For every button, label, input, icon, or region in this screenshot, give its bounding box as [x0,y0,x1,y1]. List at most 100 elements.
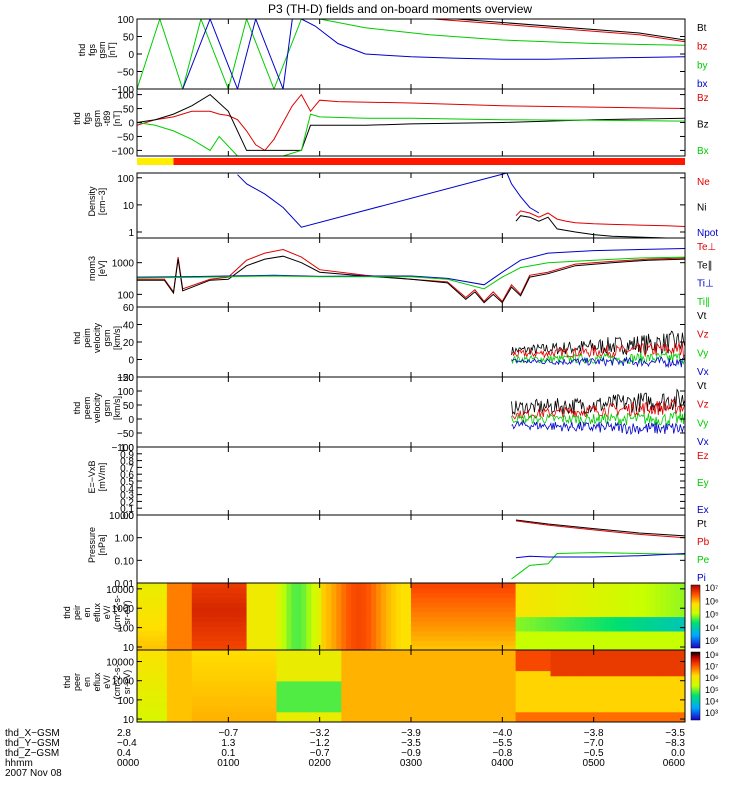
chart-title: P3 (TH-D) fields and on-board moments ov… [268,2,532,16]
time-axis-row-label: 2007 Nov 08 [5,768,62,779]
y-axis-label: thd [72,112,82,125]
series-bz [426,19,685,43]
time-axis-value: −7.0 [584,738,604,749]
time-axis-row-label: hhmm [5,758,33,769]
legend-Ey: Ey [697,478,709,489]
series-Pb [515,520,685,539]
y-axis-label: en [82,677,92,687]
y-tick-label: −100 [111,146,134,157]
y-tick-label: 100 [117,174,134,185]
time-axis-value: −3.5 [401,738,421,749]
y-tick-label: 50 [123,105,135,116]
y-tick-label: 0 [128,415,134,426]
y-axis-label: [nT] [107,42,117,58]
series-Pe [511,552,685,580]
y-axis-label: thd [72,402,82,415]
legend-Bz: Bz [697,120,709,131]
colorbar-tick: 10⁴ [705,696,719,706]
y-axis-label: Pressure [87,527,97,563]
y-axis-label: peir [72,605,82,620]
y-tick-label: 10 [123,715,135,726]
y-axis-label: peem [82,397,92,420]
time-axis-value: −0.7 [218,728,238,739]
time-axis-value: 1.3 [221,738,235,749]
time-axis-value: 0600 [663,758,686,769]
y-axis-label: sr-eV) [122,670,132,695]
y-tick-label: −100 [111,85,134,96]
legend-Ti∥: Ti∥ [697,297,710,308]
colorbar-tick: 10⁶ [705,673,719,683]
y-axis-label: fgs [82,112,92,125]
y-axis-label: velocity [92,322,102,353]
y-tick-label: 10.00 [109,511,134,522]
time-axis-value: 0.4 [117,748,131,759]
y-tick-label: 100 [117,387,134,398]
colorbar-tick: 10³ [705,708,718,718]
y-axis-label: peer [72,673,82,691]
y-tick-label: 50 [123,401,135,412]
orbit-bar-red [173,158,686,165]
y-axis-label: Density [87,186,97,217]
y-tick-label: 1.0 [120,443,134,454]
time-axis-value: −3.2 [310,728,330,739]
y-tick-label: 100 [117,15,134,26]
y-axis-label: E=−VxB [87,460,97,493]
time-axis-value: −0.8 [492,748,512,759]
legend-Ne: Ne [697,177,710,188]
y-tick-label: 0.6 [120,470,134,481]
panel-frame-2 [136,88,686,157]
y-axis-label: [cm−3] [97,188,107,215]
time-axis-value: 0200 [309,758,332,769]
legend-Ni: Ni [697,203,706,214]
time-axis-value: −3.5 [665,728,685,739]
y-axis-label: gsm [102,329,112,346]
y-tick-label: 0.4 [120,484,134,495]
y-tick-label: −100 [111,443,134,454]
y-tick-label: 50 [123,33,135,44]
time-axis-value: −3.9 [401,728,421,739]
y-tick-label: 10000 [106,585,134,596]
y-tick-label: −50 [117,132,134,143]
y-axis-label: velocity [92,392,102,423]
series-Vy [511,411,685,427]
y-axis-label: mom3 [87,256,97,281]
y-axis-label: gsm [97,41,107,58]
series-Npot [237,173,540,228]
colorbar-tick: 10⁷ [705,583,718,593]
time-axis-value: −0.5 [584,748,604,759]
y-axis-label: gsm [92,110,102,127]
series-bx [137,19,685,89]
y-tick-label: 10000 [106,658,134,669]
series-Vt [511,388,685,416]
colorbar-2 [690,651,701,721]
time-axis-value: −4.0 [492,728,512,739]
series-Bz [137,93,685,152]
time-axis-value: −8.3 [665,738,685,749]
orbit-bar-yellow [137,158,174,165]
time-axis-value: 0300 [400,758,423,769]
panel-frame-4 [136,237,686,308]
time-axis-value: −3.8 [584,728,604,739]
legend-Pb: Pb [697,537,710,548]
y-tick-label: 1000 [112,259,135,270]
y-tick-label: 1000 [112,604,135,615]
time-axis-value: 0.0 [671,748,685,759]
time-axis-value: −5.5 [492,738,512,749]
colorbar-tick: 10³ [705,636,718,646]
y-axis-label: peim [82,328,92,348]
legend-Vx: Vx [697,437,709,448]
y-tick-label: −20 [117,373,134,384]
series-Te⊥ [137,248,685,303]
series-Bx [137,113,685,156]
time-axis-value: 0400 [491,758,514,769]
y-axis-label: gsm [102,399,112,416]
y-tick-label: 0.2 [120,497,134,508]
legend-Vt: Vt [697,381,707,392]
y-axis-label: [km/s] [112,326,122,350]
series-Pi [515,553,685,559]
series-Ni [515,215,685,238]
y-tick-label: 0.5 [120,477,134,488]
legend-Bz: Bz [697,93,709,104]
legend-bx: bx [697,79,708,90]
y-axis-label: thd [77,44,87,57]
